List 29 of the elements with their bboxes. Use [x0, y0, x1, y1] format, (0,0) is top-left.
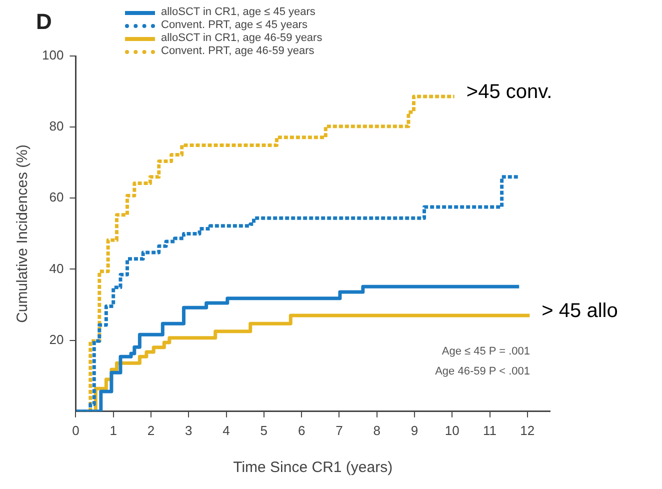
x-tick-label: 10 [444, 422, 460, 438]
legend-label: alloSCT in CR1, age ≤ 45 years [161, 6, 316, 19]
x-axis-title: Time Since CR1 (years) [233, 459, 393, 476]
y-tick-label: 20 [49, 332, 64, 347]
y-tick-label: 80 [49, 118, 64, 134]
text: D [36, 9, 52, 34]
annotation: Age 46-59 P < .001 [435, 365, 530, 378]
y-tick-label: 40 [49, 260, 64, 276]
x-tick-label: 4 [222, 422, 230, 438]
x-tick-label: 12 [520, 422, 535, 438]
annotation: Age ≤ 45 P = .001 [442, 345, 530, 358]
y-tick-label: 60 [49, 190, 64, 205]
y-tick-label: 100 [42, 48, 64, 63]
y-axis-title: Cumulative Incidences (%) [14, 144, 32, 323]
legend-label: Convent. PRT, age 46-59 years [161, 45, 314, 58]
x-tick-label: 1 [110, 422, 117, 438]
annotation: >45 conv. [466, 81, 552, 104]
x-tick-label: 11 [483, 422, 497, 438]
x-tick-label: 2 [147, 422, 155, 438]
x-tick-label: 8 [373, 422, 380, 438]
x-tick-label: 3 [185, 422, 192, 438]
x-tick-label: 6 [298, 422, 306, 438]
annotation: > 45 allo [542, 300, 618, 322]
legend-label: alloSCT in CR1, age 46-59 years [161, 32, 322, 45]
x-tick-label: 7 [336, 422, 343, 438]
legend-label: Convent. PRT, age ≤ 45 years [161, 19, 308, 32]
x-tick-label: 9 [410, 422, 418, 438]
x-tick-label: 5 [260, 422, 268, 438]
x-tick-label: 0 [72, 422, 80, 438]
